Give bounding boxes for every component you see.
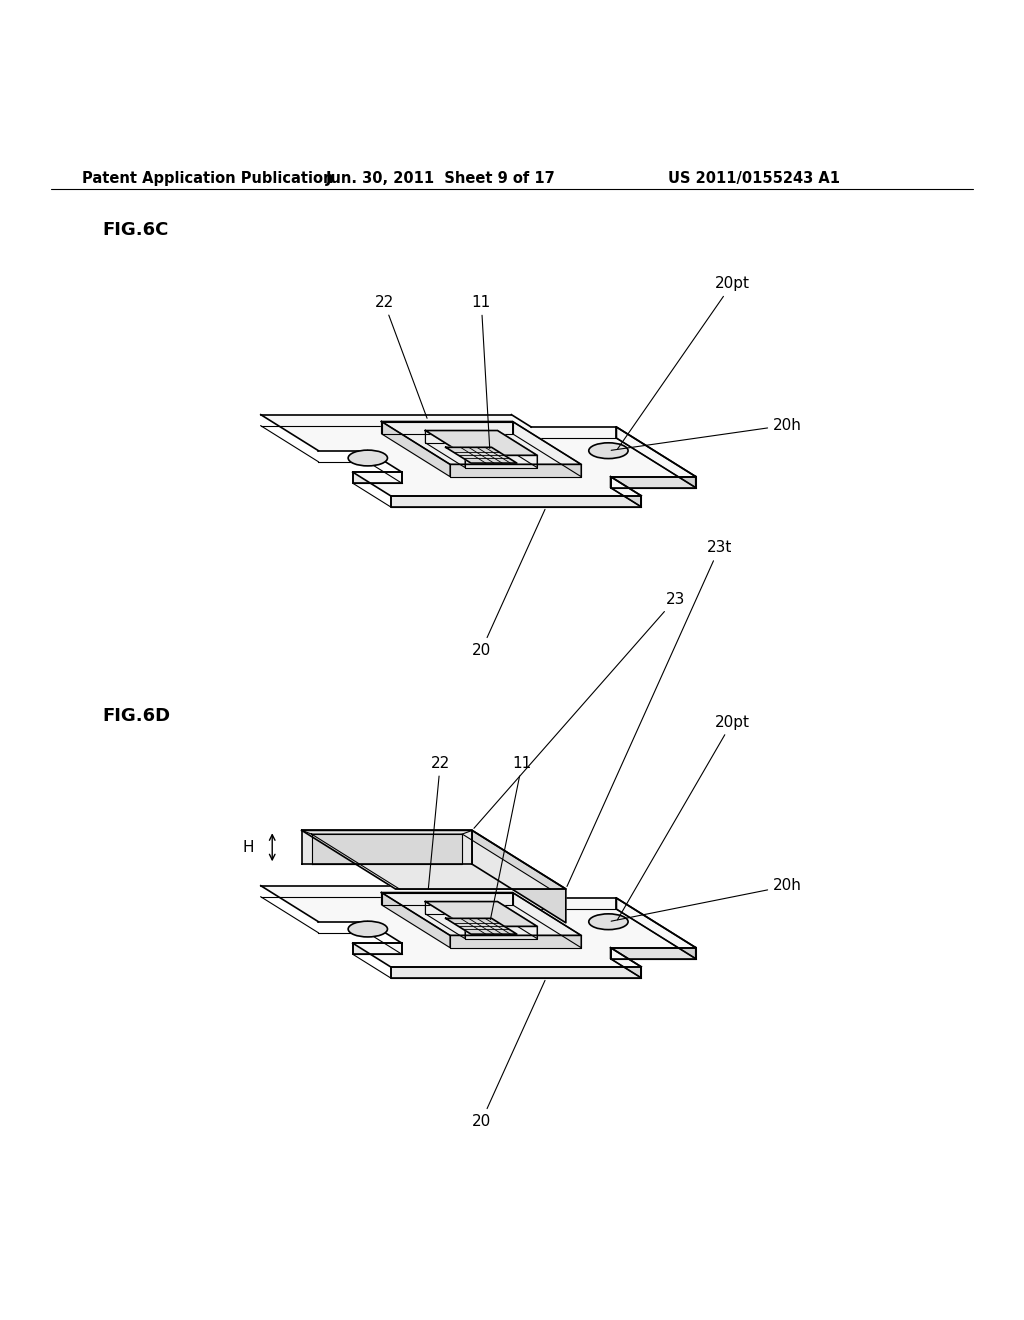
Text: FIG.6C: FIG.6C — [102, 220, 169, 239]
Text: H: H — [243, 840, 254, 855]
Polygon shape — [450, 936, 581, 948]
Polygon shape — [261, 886, 695, 966]
Text: 23: 23 — [474, 591, 685, 829]
Polygon shape — [382, 421, 450, 477]
Polygon shape — [382, 892, 450, 948]
Polygon shape — [390, 966, 641, 978]
Text: 23t: 23t — [567, 540, 732, 887]
Polygon shape — [425, 430, 465, 467]
Polygon shape — [425, 902, 498, 913]
Text: 22: 22 — [375, 294, 427, 418]
Polygon shape — [352, 473, 401, 483]
Ellipse shape — [348, 921, 387, 937]
Polygon shape — [498, 430, 538, 467]
Text: 22: 22 — [428, 755, 450, 890]
Polygon shape — [498, 902, 538, 939]
Polygon shape — [513, 421, 581, 477]
Polygon shape — [610, 477, 641, 507]
Text: 11: 11 — [472, 294, 490, 449]
Text: 20: 20 — [472, 510, 545, 657]
Polygon shape — [513, 892, 581, 948]
Ellipse shape — [348, 450, 387, 466]
Polygon shape — [425, 902, 538, 927]
Polygon shape — [450, 465, 581, 477]
Text: 20h: 20h — [611, 878, 802, 921]
Text: 11: 11 — [490, 755, 531, 920]
Polygon shape — [382, 421, 581, 465]
Polygon shape — [425, 430, 498, 442]
Ellipse shape — [589, 913, 628, 929]
Polygon shape — [425, 430, 538, 455]
Text: 20h: 20h — [611, 417, 802, 450]
Polygon shape — [616, 898, 695, 958]
Text: Patent Application Publication: Patent Application Publication — [82, 172, 334, 186]
Polygon shape — [616, 428, 695, 487]
Text: US 2011/0155243 A1: US 2011/0155243 A1 — [668, 172, 840, 186]
Polygon shape — [261, 414, 695, 496]
Text: 20pt: 20pt — [617, 714, 750, 920]
Polygon shape — [382, 892, 513, 904]
Text: 20pt: 20pt — [617, 276, 750, 449]
Polygon shape — [425, 902, 465, 939]
Polygon shape — [311, 834, 551, 890]
Polygon shape — [445, 447, 517, 463]
Polygon shape — [382, 892, 581, 936]
Polygon shape — [302, 830, 566, 888]
Polygon shape — [302, 830, 472, 865]
Polygon shape — [352, 942, 401, 954]
Text: FIG.6D: FIG.6D — [102, 708, 171, 725]
Polygon shape — [445, 919, 517, 935]
Polygon shape — [382, 421, 513, 434]
Polygon shape — [465, 927, 538, 939]
Polygon shape — [610, 948, 641, 978]
Polygon shape — [472, 830, 566, 923]
Polygon shape — [390, 496, 641, 507]
Polygon shape — [465, 455, 538, 467]
Polygon shape — [610, 477, 695, 487]
Text: 20: 20 — [472, 981, 545, 1129]
Polygon shape — [311, 834, 462, 865]
Ellipse shape — [589, 442, 628, 458]
Polygon shape — [610, 948, 695, 958]
Text: Jun. 30, 2011  Sheet 9 of 17: Jun. 30, 2011 Sheet 9 of 17 — [326, 172, 555, 186]
